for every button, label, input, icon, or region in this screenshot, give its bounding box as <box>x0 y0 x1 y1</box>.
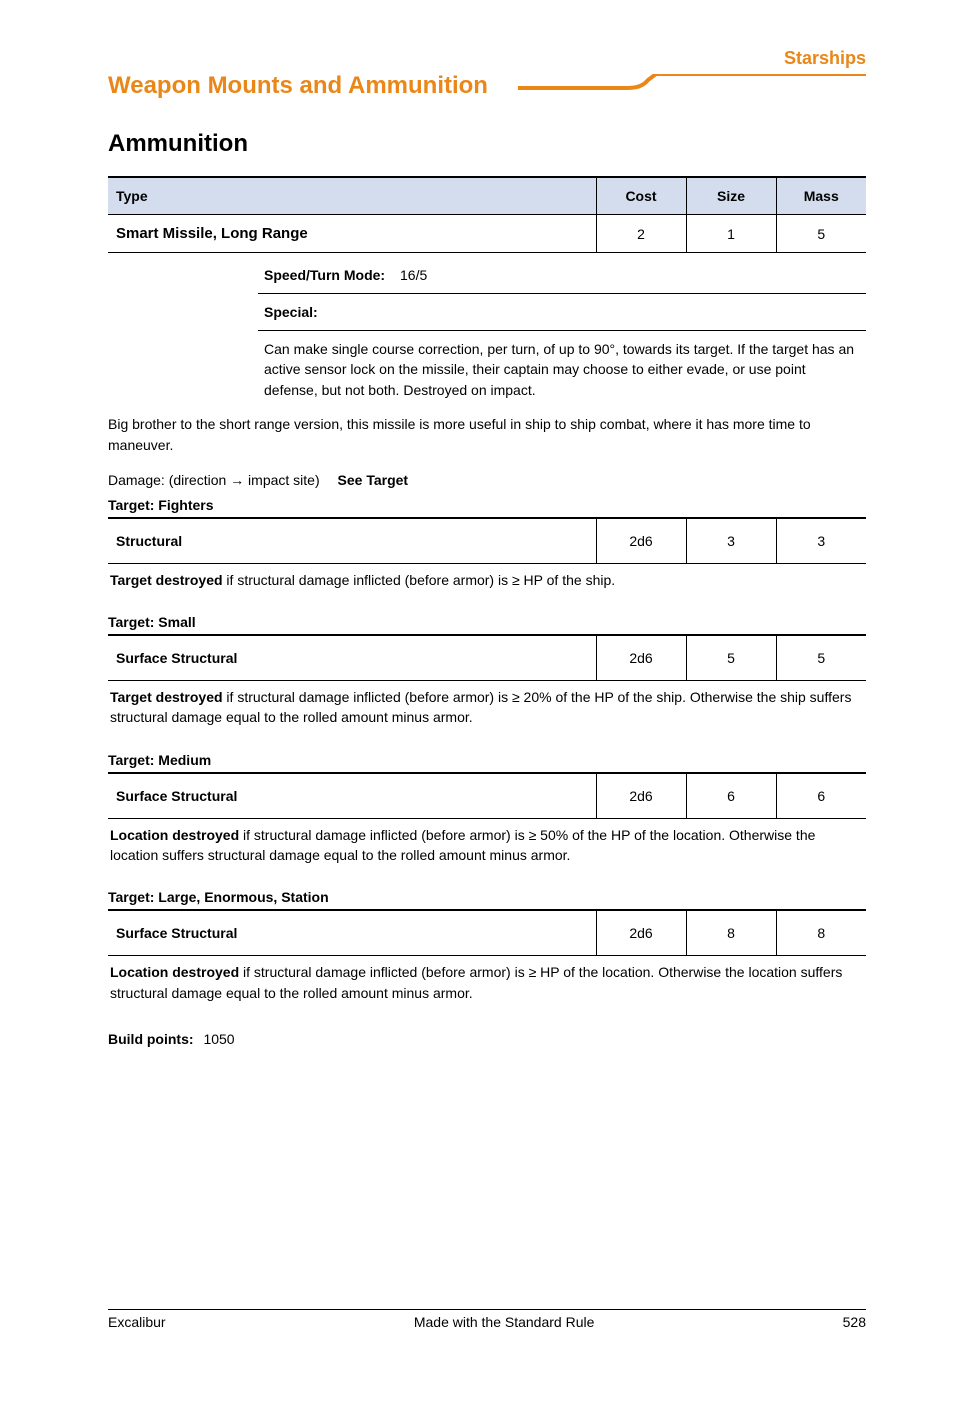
col-size: Size <box>686 177 776 215</box>
target-row-dice: 2d6 <box>596 774 686 819</box>
target-row-a: 5 <box>686 636 776 681</box>
target-row: Structural2d633 <box>108 519 866 564</box>
page: Weapon Mounts and Ammunition Starships A… <box>0 74 954 1424</box>
target-row-dice: 2d6 <box>596 636 686 681</box>
target-explanation: Location destroyed if structural damage … <box>108 956 866 1021</box>
target-block: Target: MediumSurface Structural2d666Loc… <box>108 750 866 884</box>
flavor-text: Big brother to the short range version, … <box>108 414 866 456</box>
target-row-p: 8 <box>776 911 866 956</box>
ammo-cost: 2 <box>596 215 686 253</box>
footer-line: Excalibur Made with the Standard Rule 52… <box>108 1314 866 1330</box>
target-block: Target: Large, Enormous, StationSurface … <box>108 887 866 1021</box>
target-row-label: Surface Structural <box>108 636 596 681</box>
target-row-a: 3 <box>686 519 776 564</box>
banner-section-label: Starships <box>766 48 866 69</box>
target-row: Surface Structural2d666 <box>108 774 866 819</box>
ammo-size: 1 <box>686 215 776 253</box>
target-table: Surface Structural2d655 <box>108 636 866 681</box>
target-row-dice: 2d6 <box>596 911 686 956</box>
target-row: Surface Structural2d688 <box>108 911 866 956</box>
banner-title: Weapon Mounts and Ammunition <box>108 72 518 106</box>
target-name: Target: Medium <box>108 750 866 772</box>
page-footer: Excalibur Made with the Standard Rule 52… <box>108 1309 866 1330</box>
attr-speed: Speed/Turn Mode: 16/5 <box>258 257 866 294</box>
target-table: Surface Structural2d666 <box>108 774 866 819</box>
target-row-label: Structural <box>108 519 596 564</box>
target-row-p: 3 <box>776 519 866 564</box>
target-row-a: 6 <box>686 774 776 819</box>
bp-label: Build points: <box>108 1031 194 1047</box>
col-type: Type <box>108 177 596 215</box>
target-row-p: 6 <box>776 774 866 819</box>
target-row-a: 8 <box>686 911 776 956</box>
footer-left: Excalibur <box>108 1314 166 1330</box>
col-mass: Mass <box>776 177 866 215</box>
target-lead: Location destroyed <box>110 964 239 980</box>
target-name: Target: Large, Enormous, Station <box>108 887 866 909</box>
ammo-mass: 5 <box>776 215 866 253</box>
section-banner: Weapon Mounts and Ammunition Starships <box>108 74 866 98</box>
damage-prefix: Damage: (direction <box>108 472 230 488</box>
attr-special: Special: <box>258 294 866 331</box>
target-row-label: Surface Structural <box>108 911 596 956</box>
target-block: Target: SmallSurface Structural2d655Targ… <box>108 612 866 746</box>
target-lead: Target destroyed <box>110 689 223 705</box>
damage-heading: Damage: (direction → impact site) See Ta… <box>108 470 866 491</box>
spec-row: Smart Missile, Long Range 2 1 5 <box>108 215 866 253</box>
build-points: Build points: 1050 <box>108 1031 866 1047</box>
target-row-p: 5 <box>776 636 866 681</box>
attr-special-label: Special: <box>264 304 392 320</box>
target-table: Surface Structural2d688 <box>108 911 866 956</box>
target-name: Target: Fighters <box>108 495 866 517</box>
target-row-label: Surface Structural <box>108 774 596 819</box>
targets-container: Target: FightersStructural2d633Target de… <box>108 495 866 1021</box>
col-cost: Cost <box>596 177 686 215</box>
bp-value: 1050 <box>203 1031 234 1047</box>
attribute-box: Speed/Turn Mode: 16/5 Special: Can make … <box>258 257 866 400</box>
attr-speed-value: 16/5 <box>400 267 860 283</box>
footer-rule <box>108 1309 866 1310</box>
page-title: Ammunition <box>108 130 866 158</box>
target-row: Surface Structural2d655 <box>108 636 866 681</box>
footer-right: 528 <box>843 1314 866 1330</box>
target-lead: Target destroyed <box>110 572 223 588</box>
footer-center: Made with the Standard Rule <box>166 1314 843 1330</box>
damage-suffix: impact site) <box>244 472 319 488</box>
target-lead: Location destroyed <box>110 827 239 843</box>
ammo-name: Smart Missile, Long Range <box>108 215 596 253</box>
target-explanation: Location destroyed if structural damage … <box>108 819 866 884</box>
target-table: Structural2d633 <box>108 519 866 564</box>
target-name: Target: Small <box>108 612 866 634</box>
target-row-dice: 2d6 <box>596 519 686 564</box>
target-explanation: Target destroyed if structural damage in… <box>108 564 866 608</box>
target-explanation: Target destroyed if structural damage in… <box>108 681 866 746</box>
spec-table: Type Cost Size Mass Smart Missile, Long … <box>108 176 866 253</box>
arrow-icon: → <box>230 472 244 488</box>
target-text: if structural damage inflicted (before a… <box>223 572 616 588</box>
attr-speed-label: Speed/Turn Mode: <box>264 267 392 283</box>
damage-see-target: See Target <box>338 472 409 488</box>
attr-special-text: Can make single course correction, per t… <box>258 331 866 400</box>
spec-header-row: Type Cost Size Mass <box>108 177 866 215</box>
target-block: Target: FightersStructural2d633Target de… <box>108 495 866 608</box>
